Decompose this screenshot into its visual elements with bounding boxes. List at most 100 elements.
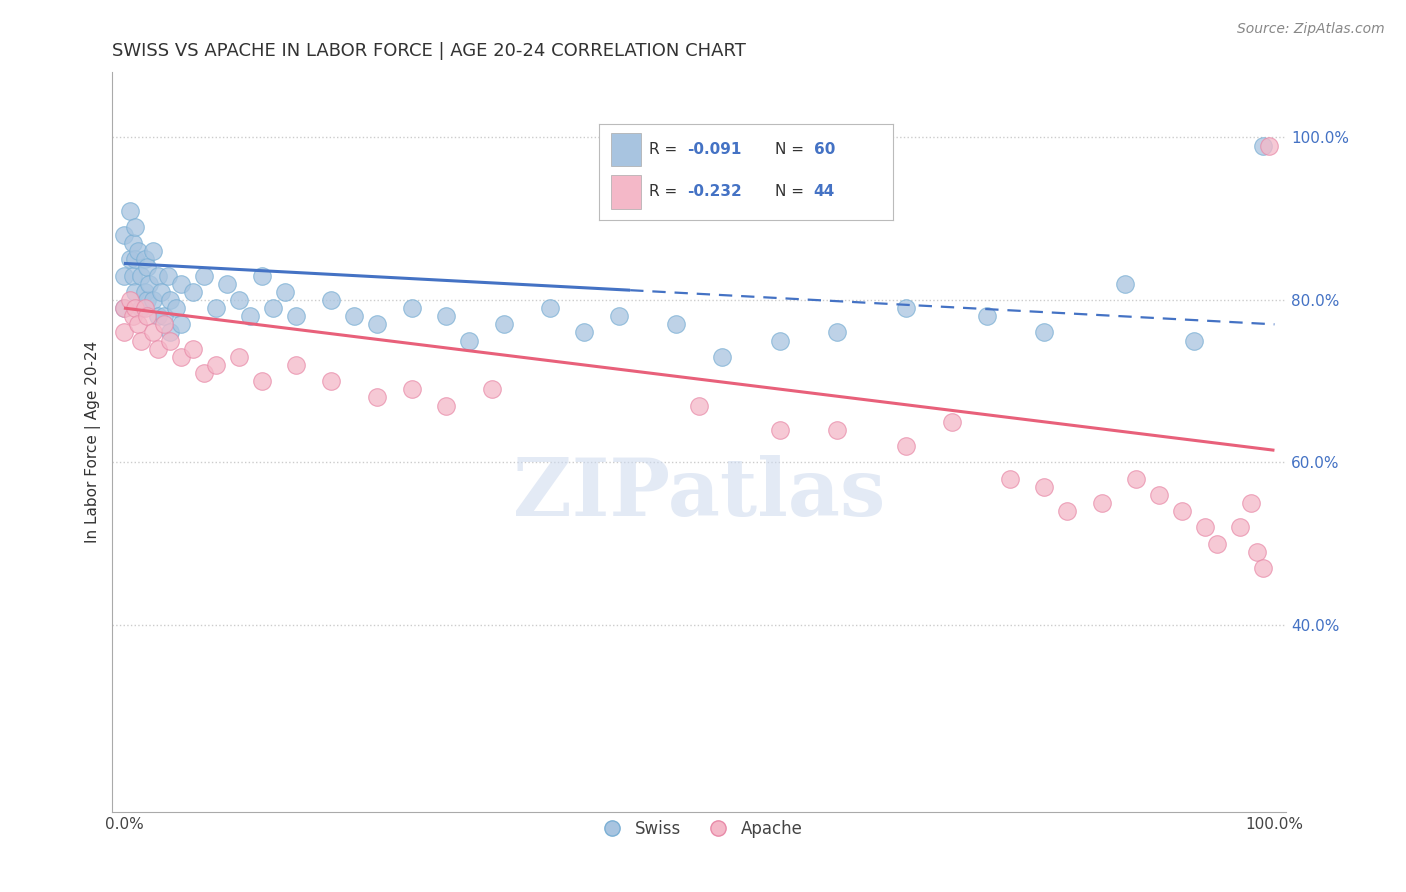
- Point: [1125, 472, 1147, 486]
- Point: [998, 472, 1021, 486]
- Point: [122, 268, 145, 283]
- Point: [129, 301, 152, 315]
- Point: [136, 293, 159, 307]
- Point: [170, 318, 193, 332]
- Point: [941, 415, 963, 429]
- Point: [825, 423, 848, 437]
- Point: [825, 326, 848, 340]
- Point: [1240, 496, 1263, 510]
- Point: [112, 268, 135, 283]
- Point: [492, 318, 515, 332]
- Point: [136, 260, 159, 275]
- Point: [366, 391, 388, 405]
- Point: [250, 374, 273, 388]
- Point: [148, 342, 170, 356]
- Point: [896, 301, 918, 315]
- Point: [1251, 138, 1274, 153]
- Legend: Swiss, Apache: Swiss, Apache: [589, 813, 810, 844]
- Point: [1257, 138, 1279, 153]
- Point: [401, 382, 423, 396]
- Point: [769, 334, 792, 348]
- Point: [434, 309, 457, 323]
- Point: [401, 301, 423, 315]
- Point: [124, 301, 146, 315]
- Point: [127, 244, 149, 259]
- Point: [134, 252, 156, 267]
- Point: [159, 326, 181, 340]
- Point: [181, 285, 204, 299]
- Point: [319, 374, 342, 388]
- Point: [153, 309, 176, 323]
- Point: [1246, 545, 1268, 559]
- Point: [205, 301, 228, 315]
- Point: [1033, 480, 1056, 494]
- Point: [1033, 326, 1056, 340]
- Point: [148, 309, 170, 323]
- Point: [711, 350, 734, 364]
- Point: [434, 399, 457, 413]
- Point: [607, 309, 630, 323]
- Point: [159, 334, 181, 348]
- Point: [1251, 561, 1274, 575]
- Point: [165, 301, 187, 315]
- Point: [193, 366, 215, 380]
- Point: [976, 309, 998, 323]
- Point: [129, 334, 152, 348]
- Point: [343, 309, 366, 323]
- Point: [688, 399, 710, 413]
- Point: [118, 293, 141, 307]
- Text: ZIPatlas: ZIPatlas: [513, 455, 886, 533]
- Point: [148, 268, 170, 283]
- Point: [122, 309, 145, 323]
- Point: [142, 293, 165, 307]
- Point: [1194, 520, 1216, 534]
- Point: [1171, 504, 1194, 518]
- Point: [127, 318, 149, 332]
- Point: [205, 358, 228, 372]
- Point: [274, 285, 297, 299]
- Point: [285, 309, 308, 323]
- Point: [665, 318, 688, 332]
- Point: [366, 318, 388, 332]
- Point: [572, 326, 595, 340]
- Point: [217, 277, 239, 291]
- Point: [181, 342, 204, 356]
- Text: SWISS VS APACHE IN LABOR FORCE | AGE 20-24 CORRELATION CHART: SWISS VS APACHE IN LABOR FORCE | AGE 20-…: [112, 42, 747, 60]
- Point: [250, 268, 273, 283]
- Y-axis label: In Labor Force | Age 20-24: In Labor Force | Age 20-24: [86, 341, 101, 543]
- Point: [1229, 520, 1251, 534]
- Point: [228, 293, 250, 307]
- Point: [134, 301, 156, 315]
- Point: [1056, 504, 1078, 518]
- Point: [285, 358, 308, 372]
- Point: [1149, 488, 1171, 502]
- Point: [538, 301, 561, 315]
- Point: [138, 277, 160, 291]
- Point: [153, 318, 176, 332]
- Point: [112, 227, 135, 242]
- Point: [142, 244, 165, 259]
- Point: [319, 293, 342, 307]
- Point: [896, 439, 918, 453]
- Point: [112, 326, 135, 340]
- Text: Source: ZipAtlas.com: Source: ZipAtlas.com: [1237, 22, 1385, 37]
- Point: [159, 293, 181, 307]
- Point: [134, 285, 156, 299]
- Point: [142, 326, 165, 340]
- Point: [149, 285, 172, 299]
- Point: [1206, 537, 1229, 551]
- Point: [136, 309, 159, 323]
- Point: [769, 423, 792, 437]
- Point: [118, 252, 141, 267]
- Point: [228, 350, 250, 364]
- Point: [156, 268, 179, 283]
- Point: [1182, 334, 1205, 348]
- Point: [118, 203, 141, 218]
- Point: [170, 350, 193, 364]
- Point: [1114, 277, 1136, 291]
- Point: [122, 235, 145, 250]
- Point: [124, 219, 146, 234]
- Point: [458, 334, 481, 348]
- Point: [193, 268, 215, 283]
- Point: [129, 268, 152, 283]
